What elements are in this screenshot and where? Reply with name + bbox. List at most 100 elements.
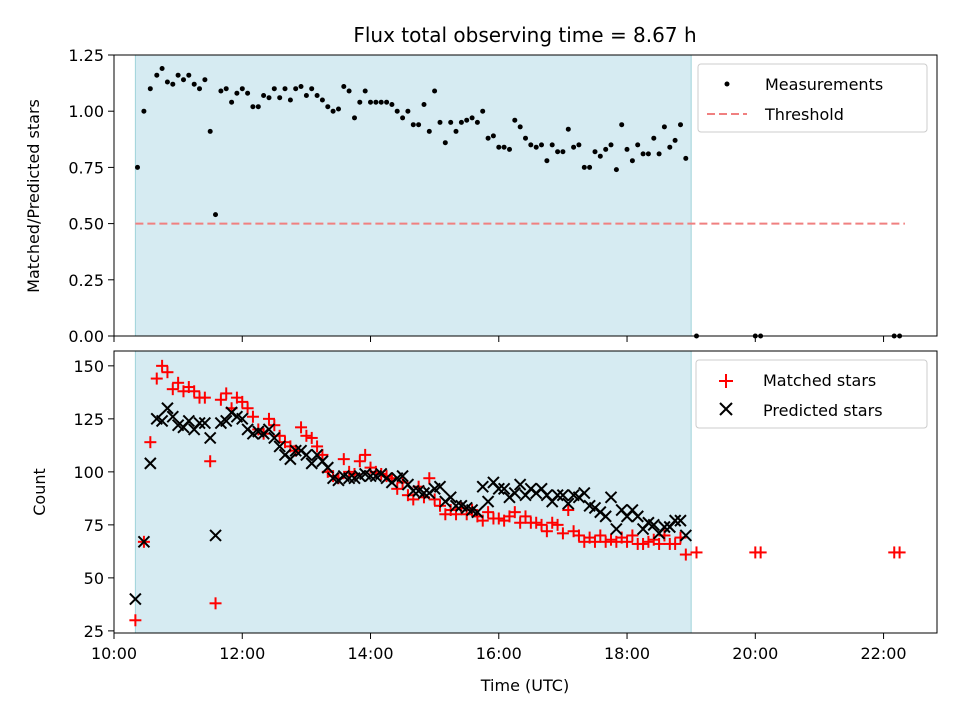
predicted-star-point (610, 522, 623, 536)
measurement-point (362, 88, 368, 94)
measurement-point (501, 144, 507, 150)
predicted-star-point (155, 414, 169, 428)
matched-star-point (305, 431, 318, 444)
matched-star-point (129, 614, 142, 627)
measurement-point (624, 146, 630, 152)
predicted-star-point (300, 448, 313, 462)
measurement-point (186, 72, 192, 78)
predicted-star-point (262, 423, 276, 436)
predicted-star-point (220, 414, 233, 428)
measurement-point (678, 122, 683, 128)
top-legend: Measurements Threshold (697, 63, 928, 133)
matched-star-point (540, 525, 553, 538)
predicted-star-point (658, 520, 671, 534)
legend-matched-label: Matched stars (763, 371, 876, 390)
predicted-star-point (417, 486, 431, 500)
predicted-star-point (209, 529, 222, 542)
xtick-label: 20:00 (732, 644, 778, 663)
matched-star-point (546, 516, 559, 529)
matched-star-point (353, 455, 366, 468)
matched-star-point (754, 546, 767, 559)
matched-star-point (423, 472, 436, 485)
bottom-ytick-label: 125 (73, 410, 104, 429)
chart-title: Flux total observing time = 8.67 h (353, 23, 696, 47)
measurement-point (410, 122, 416, 128)
predicted-star-point (497, 482, 511, 496)
xtick-label: 10:00 (91, 644, 137, 663)
measurement-point (218, 88, 224, 94)
matched-star-point (690, 546, 703, 559)
measurement-point (592, 149, 598, 155)
measurement-point (437, 119, 443, 125)
measurement-point (319, 97, 325, 103)
measurement-point (373, 99, 379, 105)
xtick-label: 14:00 (347, 644, 393, 663)
measurement-point (672, 137, 678, 143)
matched-star-point (893, 546, 906, 559)
measurement-point (287, 97, 293, 103)
predicted-star-point (407, 484, 420, 498)
measurement-point (175, 72, 181, 78)
measurement-point (389, 102, 395, 107)
predicted-star-point (631, 510, 644, 523)
measurement-point (512, 117, 518, 123)
measurement-point (336, 106, 341, 112)
measurement-point (400, 115, 406, 121)
measurement-point (523, 135, 528, 141)
measurement-point (181, 77, 186, 83)
measurement-points (135, 66, 903, 339)
legend-predicted-label: Predicted stars (763, 401, 883, 420)
predicted-star-point (342, 472, 356, 485)
measurement-point (154, 72, 160, 78)
bottom-legend-box (695, 359, 928, 429)
matched-star-point (220, 387, 233, 400)
xtick-label: 22:00 (861, 644, 907, 663)
matched-star-point (605, 533, 618, 546)
matched-star-point (669, 537, 682, 550)
x-axis-label: Time (UTC) (480, 676, 569, 695)
measurement-point (490, 133, 496, 139)
matched-star-point (241, 402, 254, 415)
matched-star-point (594, 529, 607, 542)
measurement-point (442, 140, 448, 146)
measurement-point (309, 86, 315, 92)
matched-star-point (144, 436, 157, 449)
bottom-panel: 25 50 75 100 125 150 10:00 12:00 14:00 16:00 18:0… (30, 350, 938, 695)
matched-star-point (209, 597, 222, 610)
measurement-point (303, 93, 309, 98)
matched-star-point (156, 359, 169, 372)
measurement-point (421, 102, 427, 107)
measurement-point (656, 151, 662, 157)
measurement-point (683, 155, 689, 161)
measurement-point (640, 151, 646, 157)
predicted-star-point (433, 480, 447, 493)
measurement-point (378, 99, 384, 105)
measurement-point (330, 108, 336, 114)
measurement-point (474, 119, 480, 125)
predicted-star-point (321, 461, 334, 474)
measurement-point (159, 66, 165, 71)
matched-star-point (508, 506, 521, 519)
measurement-point (405, 108, 411, 114)
top-y-ticks: 0.00 0.25 0.50 0.75 1.00 1.25 (68, 46, 114, 346)
predicted-star-point (471, 505, 484, 519)
matched-star-point (150, 372, 163, 385)
predicted-star-point (236, 412, 249, 426)
top-observing-window (134, 54, 692, 337)
matched-star-point (166, 383, 179, 396)
measurement-point (528, 142, 534, 148)
measurement-point (357, 99, 363, 105)
matched-star-point (295, 421, 308, 434)
top-axes-frame (113, 54, 938, 337)
bottom-ytick-label: 75 (84, 516, 104, 535)
predicted-star-point (444, 491, 457, 504)
measurement-point (458, 119, 464, 125)
matched-star-point (204, 455, 217, 468)
bottom-y-ticks: 25 50 75 100 125 150 (73, 357, 114, 641)
measurement-point (651, 135, 657, 141)
measurement-point (141, 108, 147, 114)
top-ytick-label: 0.00 (68, 327, 104, 346)
predicted-star-point (578, 486, 591, 500)
measurement-point (341, 84, 347, 89)
